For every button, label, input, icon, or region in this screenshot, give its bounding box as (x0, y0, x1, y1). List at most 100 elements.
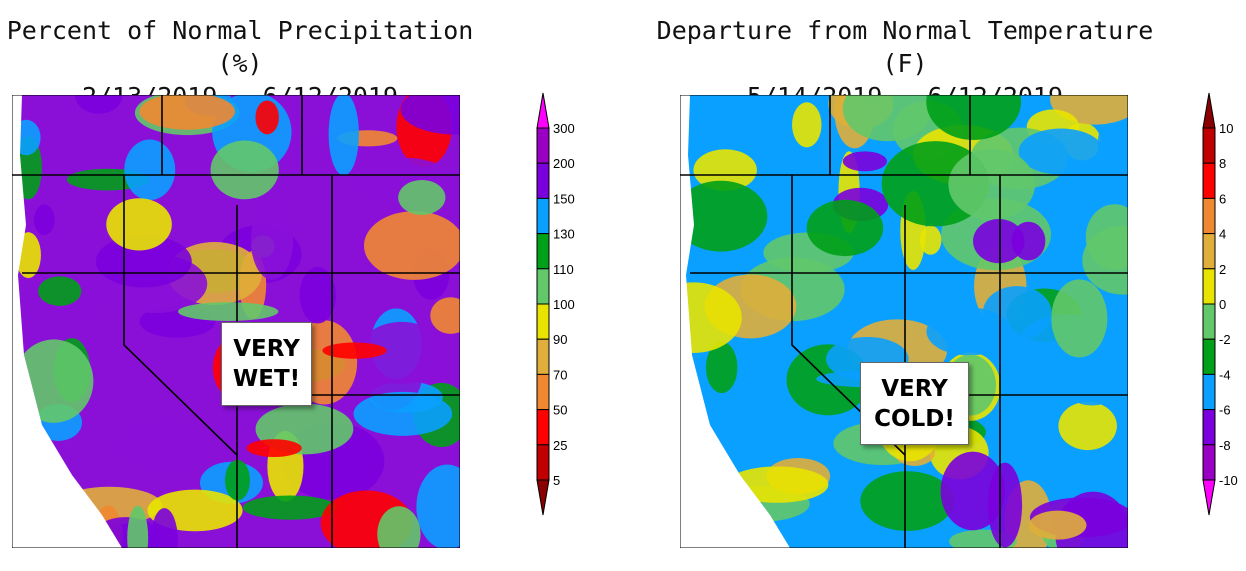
precip-colorbar-label: 70 (553, 367, 567, 382)
precip-colorbar-segment (536, 197, 550, 235)
precip-map-region (299, 267, 336, 324)
precip-map-region (106, 198, 172, 251)
precip-map-region (363, 211, 460, 280)
precip-state-borders (12, 95, 460, 548)
temp-colorbar-label: -6 (1219, 403, 1231, 418)
temp-colorbar-label: 10 (1219, 121, 1233, 136)
temp-map-region (1112, 329, 1128, 353)
precip-colorbar-segment (536, 303, 550, 340)
precip-map-region (246, 439, 302, 458)
precip-colorbar-segment (536, 409, 550, 446)
precip-colorbar-top-arrow (536, 92, 550, 129)
precip-map-region (377, 506, 421, 548)
precip-colorbar-segment (536, 268, 550, 305)
temp-map-region (919, 225, 942, 255)
precip-map-region (358, 321, 446, 384)
temp-colorbar-segment (1202, 162, 1216, 199)
precip-map-region (242, 495, 338, 520)
temp-colorbar: 10 8 6 4 2 0 -2 -4 -6 -8 -10 (1202, 92, 1238, 516)
callout-line2: WET! (232, 366, 301, 392)
temp-colorbar-segment (1202, 444, 1216, 481)
precip-map-region (430, 297, 460, 334)
temp-colorbar-segment (1202, 197, 1216, 235)
precip-map-region (127, 505, 149, 548)
precip-colorbar-label: 100 (553, 297, 575, 312)
temp-map-region (705, 341, 738, 394)
precip-colorbar-segment (536, 127, 550, 164)
precip-map-region (123, 421, 206, 472)
temp-map-region (680, 282, 742, 353)
precip-map-region (139, 95, 235, 130)
precip-colorbar-label: 5 (553, 473, 560, 488)
temp-map-region (693, 149, 757, 191)
temp-map-region (1063, 363, 1121, 406)
temp-state-borders (680, 95, 1128, 548)
temp-map-region (926, 95, 1022, 141)
temp-map-region (1097, 122, 1126, 164)
precip-map-region (38, 276, 82, 306)
temp-colorbar-label: -2 (1219, 332, 1231, 347)
precip-map-region (150, 508, 178, 548)
precip-map-region (210, 140, 279, 200)
temp-colorbar-label: 8 (1219, 156, 1226, 171)
precip-map-region (124, 139, 176, 201)
precip-colorbar-segment (536, 444, 550, 481)
precip-map-region (250, 200, 294, 280)
temp-ocean (680, 95, 790, 548)
callout-line1: VERY (881, 375, 948, 402)
temp-map-region (987, 462, 1023, 548)
precip-map-region (78, 233, 102, 320)
precip-colorbar-label: 25 (553, 438, 567, 453)
precip-map-region (353, 391, 453, 436)
temp-map-region (1018, 128, 1104, 175)
very-wet-callout: VERY WET! (221, 322, 312, 406)
temp-map-region (1028, 510, 1087, 540)
callout-line1: VERY (233, 336, 300, 362)
precip-map-region (398, 179, 446, 215)
precip-colorbar-label: 300 (553, 121, 575, 136)
temp-colorbar-segment (1202, 268, 1216, 305)
precip-ocean (12, 95, 122, 548)
precip-map-region (416, 464, 460, 548)
temp-colorbar-bottom-arrow (1202, 479, 1216, 516)
temp-map-region (982, 286, 1052, 341)
precip-map-region (400, 95, 460, 135)
temp-map-region (973, 219, 1025, 264)
callout-line2: COLD! (874, 405, 955, 432)
precip-title-line1: Percent of Normal Precipitation (%) (6, 16, 474, 78)
precip-colorbar-bottom-arrow (536, 479, 550, 516)
precip-map-region (322, 342, 387, 359)
temp-colorbar-label: -10 (1219, 473, 1238, 488)
temp-colorbar-top-arrow (1202, 92, 1216, 129)
temp-colorbar-label: 0 (1219, 297, 1226, 312)
temp-map (680, 95, 1128, 548)
very-cold-callout: VERY COLD! (860, 362, 969, 445)
temp-colorbar-segment (1202, 233, 1216, 270)
temp-colorbar-label: 4 (1219, 227, 1226, 242)
precip-colorbar-label: 110 (553, 262, 574, 277)
temp-map-region (680, 180, 768, 252)
temp-colorbar-label: -8 (1219, 438, 1231, 453)
precip-map-region (255, 100, 279, 135)
temp-map-region (1051, 279, 1108, 358)
temp-colorbar-segment (1202, 303, 1216, 340)
temp-map-region (842, 95, 933, 142)
temp-colorbar-label: -4 (1219, 367, 1231, 382)
precip-map-region (33, 204, 55, 236)
temp-colorbar-label: 6 (1219, 191, 1226, 206)
precip-colorbar-label: 200 (553, 156, 575, 171)
precip-colorbar-segment (536, 373, 550, 411)
temp-map-region (1085, 204, 1128, 270)
temp-map-region (842, 151, 888, 172)
precip-map-region (328, 95, 359, 176)
temp-colorbar-segment (1202, 409, 1216, 446)
precip-colorbar-label: 150 (553, 191, 575, 206)
temp-map-region (834, 491, 860, 548)
precip-colorbar-segment (536, 162, 550, 199)
precip-colorbar: 300 200 150 130 110 100 90 70 50 25 5 (536, 92, 575, 516)
precip-map-region (177, 302, 279, 321)
temp-colorbar-label: 2 (1219, 262, 1226, 277)
temp-colorbar-segment (1202, 127, 1216, 164)
temp-map-region (860, 471, 955, 531)
